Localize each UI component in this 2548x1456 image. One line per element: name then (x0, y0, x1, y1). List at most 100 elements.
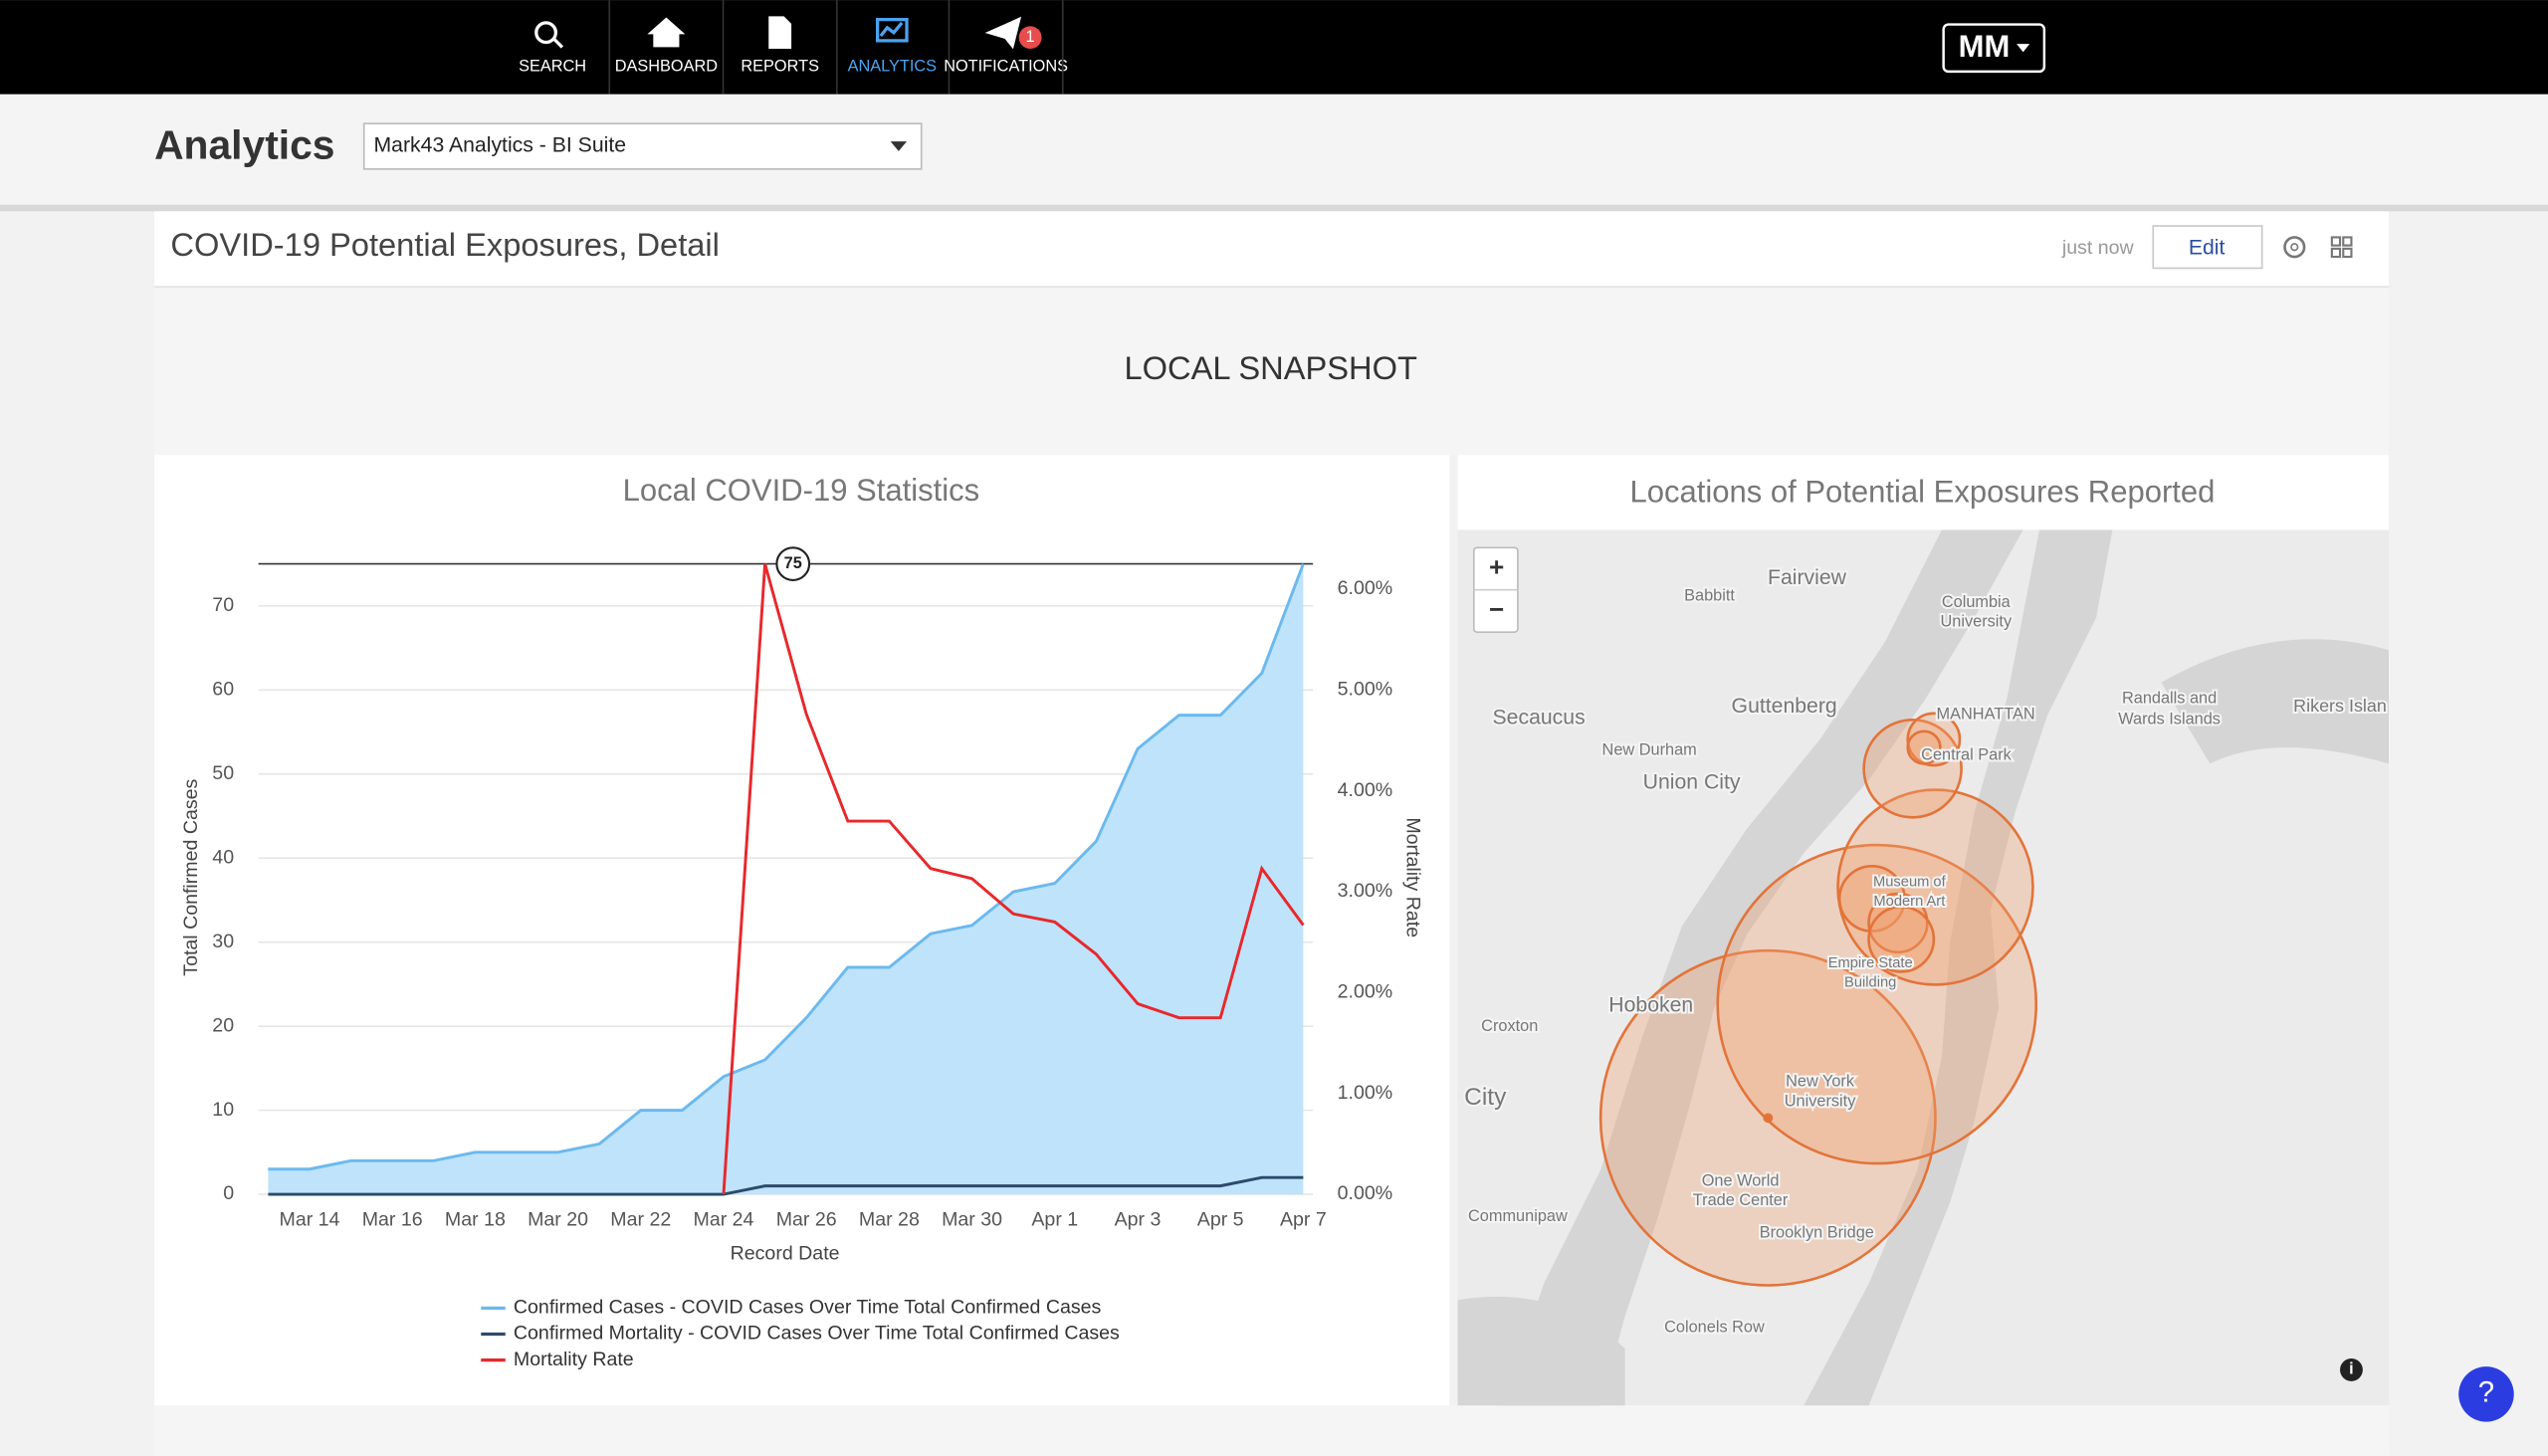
map-label: New Durham (1602, 741, 1697, 759)
legend-label: Mortality Rate (514, 1349, 634, 1370)
east-river (1804, 529, 2113, 1406)
series-line (268, 563, 1305, 1171)
annotation-marker (775, 546, 811, 581)
map-label: New York (1786, 1073, 1855, 1091)
map-labels: Fairview Babbitt Columbia University Secaucu… (1462, 564, 2389, 1338)
y2-tick-label: 1.00% (1338, 1082, 1393, 1104)
select-caret (890, 141, 908, 151)
settings-icon[interactable] (2283, 236, 2306, 259)
x-tick-label: Mar 18 (445, 1208, 506, 1230)
annotation-label: 75 (784, 554, 802, 572)
chart-title: Local COVID-19 Statistics (623, 473, 980, 508)
user-caret (2017, 44, 2030, 53)
dashboard-header (154, 211, 2389, 289)
suite-select-text[interactable]: Mark43 Analytics - BI Suite (374, 134, 627, 157)
y2-tick-label: 2.00% (1338, 981, 1393, 1003)
info-button[interactable] (2340, 1357, 2363, 1381)
nav-icon (984, 16, 1022, 50)
zoom-in[interactable]: + (1489, 551, 1504, 581)
x-tick-label: Mar 20 (528, 1208, 588, 1230)
y-tick-label: 50 (212, 762, 234, 784)
page-title: Analytics (154, 121, 334, 167)
nav-label[interactable]: NOTIFICATIONS (944, 57, 1068, 75)
map-label: Trade Center (1693, 1191, 1789, 1209)
map-label: Modern Art (1873, 894, 1945, 910)
nav: SEARCH DASHBOARD REPORTS ANALYTICS NOTIFICAT… (519, 0, 1068, 95)
nav-label[interactable]: SEARCH (519, 57, 586, 75)
map-title: Locations of Potential Exposures Reporte… (1629, 475, 2215, 510)
nav-label[interactable]: DASHBOARD (615, 57, 718, 75)
nav-icon (647, 17, 686, 48)
map-label: MANHATTAN (1937, 706, 2035, 724)
map-label: University (1785, 1092, 1856, 1110)
nav-icon (534, 21, 564, 49)
help-button[interactable] (2458, 1366, 2514, 1422)
map-label: Union City (1643, 771, 1741, 794)
exposure-circles (1598, 712, 2038, 1287)
legend-label: Confirmed Cases - COVID Cases Over Time … (514, 1297, 1102, 1319)
map-label: Secaucus (1493, 706, 1586, 728)
map-label: University (1941, 613, 2013, 631)
y-tick-label: 0 (223, 1182, 234, 1204)
x-tick-label: Mar 30 (942, 1208, 1002, 1230)
edit-label[interactable]: Edit (2189, 236, 2226, 259)
y-tick-label: 70 (212, 594, 234, 616)
map-label: Wards Islands (2118, 711, 2221, 728)
suite-select[interactable] (362, 122, 923, 170)
map-label: Building (1844, 975, 1896, 991)
y-tick-label: 40 (212, 846, 234, 868)
map-label: Communipaw (1468, 1207, 1568, 1225)
map: Fairview Babbitt Columbia University Secaucu… (1457, 529, 2389, 1406)
y-tick-label: 20 (212, 1014, 234, 1036)
map-label: Colonels Row (1664, 1318, 1765, 1336)
dashboard-title: COVID-19 Potential Exposures, Detail (170, 226, 720, 263)
edit-button[interactable] (2152, 225, 2263, 270)
user-menu[interactable] (1942, 23, 2046, 74)
y2-tick-label: 4.00% (1338, 779, 1393, 801)
notification-badge (1018, 26, 1042, 50)
settings-icon-center (2290, 243, 2299, 252)
map-label: Columbia (1942, 593, 2012, 611)
zoom-out[interactable]: − (1489, 594, 1504, 624)
user-initials[interactable]: MM (1959, 29, 2011, 64)
map-label: Fairview (1768, 566, 1847, 589)
map-label: Brooklyn Bridge (1760, 1224, 1874, 1242)
x-tick-label: Apr 5 (1197, 1208, 1244, 1230)
map-label: Croxton (1481, 1017, 1538, 1035)
series-line (268, 1175, 1304, 1196)
x-tick-label: Mar 14 (280, 1208, 340, 1230)
exposure-point (1763, 1113, 1774, 1124)
y2-tick-label: 5.00% (1338, 678, 1393, 700)
map-label: Rikers Islan (2293, 696, 2387, 716)
map-label: City (1464, 1084, 1507, 1111)
y-tick-label: 60 (212, 678, 234, 700)
nav-bar (0, 0, 2548, 95)
map-label: Babbitt (1684, 587, 1735, 605)
nav-icon (876, 18, 909, 43)
x-tick-label: Apr 1 (1031, 1208, 1078, 1230)
nav-label[interactable]: ANALYTICS (848, 57, 938, 75)
hudson-river (1503, 529, 2023, 1406)
info-label[interactable]: i (2349, 1360, 2354, 1378)
harbor (1457, 1296, 1625, 1406)
y-tick-label: 10 (212, 1099, 234, 1121)
x-tick-label: Apr 7 (1280, 1208, 1327, 1230)
grid-icon[interactable] (2330, 236, 2353, 259)
area-fill (268, 563, 1304, 1195)
map-label: Guttenberg (1732, 695, 1837, 718)
header-shadow (0, 204, 2548, 212)
section-header (154, 288, 2389, 456)
section-title: LOCAL SNAPSHOT (1125, 349, 1418, 386)
bay (2161, 639, 2389, 764)
x-tick-label: Mar 28 (859, 1208, 920, 1230)
series-line (722, 563, 1305, 1195)
help-label[interactable]: ? (2478, 1376, 2494, 1409)
map-label: Central Park (1921, 746, 2013, 764)
nav-label[interactable]: REPORTS (741, 57, 819, 75)
x-tick-label: Apr 3 (1115, 1208, 1162, 1230)
nav-icon (768, 16, 792, 50)
map-label: Empire State (1828, 955, 1913, 971)
y2-tick-label: 6.00% (1338, 577, 1393, 599)
y2-tick-label: 3.00% (1338, 880, 1393, 902)
